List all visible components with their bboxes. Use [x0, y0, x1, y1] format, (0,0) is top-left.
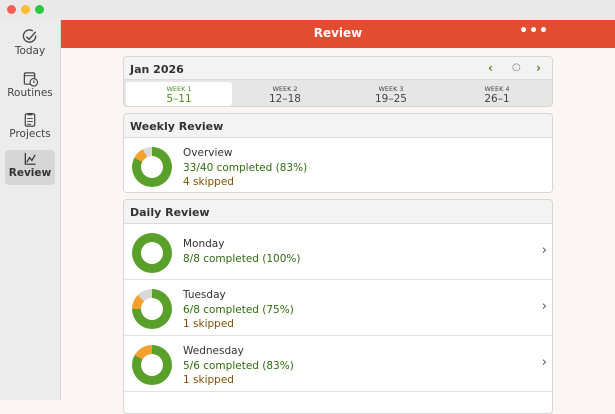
completed-text: 5/6 completed (83%): [183, 359, 294, 372]
tab-week-3[interactable]: WEEK 3 19–25: [338, 82, 444, 106]
chevron-right-icon: ›: [541, 243, 547, 258]
zoom-window-button[interactable]: [35, 5, 44, 14]
row-title: Tuesday: [183, 289, 226, 301]
next-week-button[interactable]: ›: [536, 61, 541, 75]
progress-donut: [132, 233, 172, 273]
completed-text: 33/40 completed (83%): [183, 161, 308, 174]
month-label: Jan 2026: [130, 63, 184, 76]
weekly-review-card: Weekly Review Overview 33/40 completed (8…: [123, 113, 553, 193]
section-title: Daily Review: [124, 200, 552, 224]
sidebar: Today Routines Projects Review: [0, 20, 61, 400]
tab-week-1[interactable]: WEEK 1 5–11: [126, 82, 232, 106]
sidebar-item-label: Projects: [9, 128, 51, 140]
more-options-button[interactable]: •••: [519, 23, 549, 39]
chevron-right-icon: ›: [541, 299, 547, 314]
week-label: WEEK 1: [166, 85, 192, 93]
overview-row: Overview 33/40 completed (83%) 4 skipped: [124, 138, 552, 192]
completed-text: 6/8 completed (75%): [183, 303, 294, 316]
checkmark-circle-icon: [22, 29, 37, 43]
week-range: 19–25: [375, 93, 407, 105]
current-week-button[interactable]: ○: [512, 62, 521, 73]
sidebar-item-review[interactable]: Review: [5, 150, 55, 185]
week-label: WEEK 4: [484, 85, 510, 93]
week-label: WEEK 2: [272, 85, 298, 93]
sidebar-item-label: Routines: [7, 87, 53, 99]
section-title: Weekly Review: [124, 114, 552, 138]
chart-line-icon: [24, 152, 36, 165]
skipped-text: 4 skipped: [183, 176, 234, 188]
sidebar-item-label: Review: [8, 167, 52, 179]
progress-donut: [132, 147, 172, 187]
clipboard-icon: [24, 112, 36, 127]
previous-week-button[interactable]: ‹: [488, 61, 493, 75]
progress-donut: [132, 289, 172, 329]
page-title: Review: [313, 26, 363, 40]
sidebar-item-projects[interactable]: Projects: [5, 111, 55, 146]
week-label: WEEK 3: [378, 85, 404, 93]
week-range: 12–18: [269, 93, 301, 105]
close-window-button[interactable]: [7, 5, 16, 14]
chevron-right-icon: ›: [541, 355, 547, 370]
tab-week-2[interactable]: WEEK 2 12–18: [232, 82, 338, 106]
week-range: 5–11: [166, 93, 192, 105]
skipped-text: 1 skipped: [183, 318, 234, 330]
top-header: Review •••: [61, 20, 615, 48]
sidebar-item-label: Today: [14, 45, 46, 57]
skipped-text: 1 skipped: [183, 374, 234, 386]
progress-donut: [132, 345, 172, 385]
daily-review-card: Daily Review Monday 8/8 completed (100%) …: [123, 199, 553, 414]
week-tabs: WEEK 1 5–11 WEEK 2 12–18 WEEK 3 19–25 WEEK …: [124, 80, 552, 106]
day-row-tuesday[interactable]: Tuesday 6/8 completed (75%) 1 skipped ›: [124, 280, 552, 336]
sidebar-item-routines[interactable]: Routines: [5, 70, 55, 105]
calendar-clock-icon: [23, 72, 39, 87]
minimize-window-button[interactable]: [21, 5, 30, 14]
week-selector-card: Jan 2026 ‹ ○ › WEEK 1 5–11 WEEK 2 12–18 WE…: [123, 56, 553, 107]
completed-text: 8/8 completed (100%): [183, 252, 301, 265]
row-title: Monday: [183, 238, 225, 250]
row-title: Overview: [183, 147, 233, 159]
week-range: 26–1: [484, 93, 510, 105]
sidebar-item-today[interactable]: Today: [5, 28, 55, 63]
day-row-wednesday[interactable]: Wednesday 5/6 completed (83%) 1 skipped ›: [124, 336, 552, 392]
row-title: Wednesday: [183, 345, 244, 357]
tab-week-4[interactable]: WEEK 4 26–1: [444, 82, 550, 106]
title-bar: [0, 0, 615, 20]
day-row-monday[interactable]: Monday 8/8 completed (100%) ›: [124, 224, 552, 280]
